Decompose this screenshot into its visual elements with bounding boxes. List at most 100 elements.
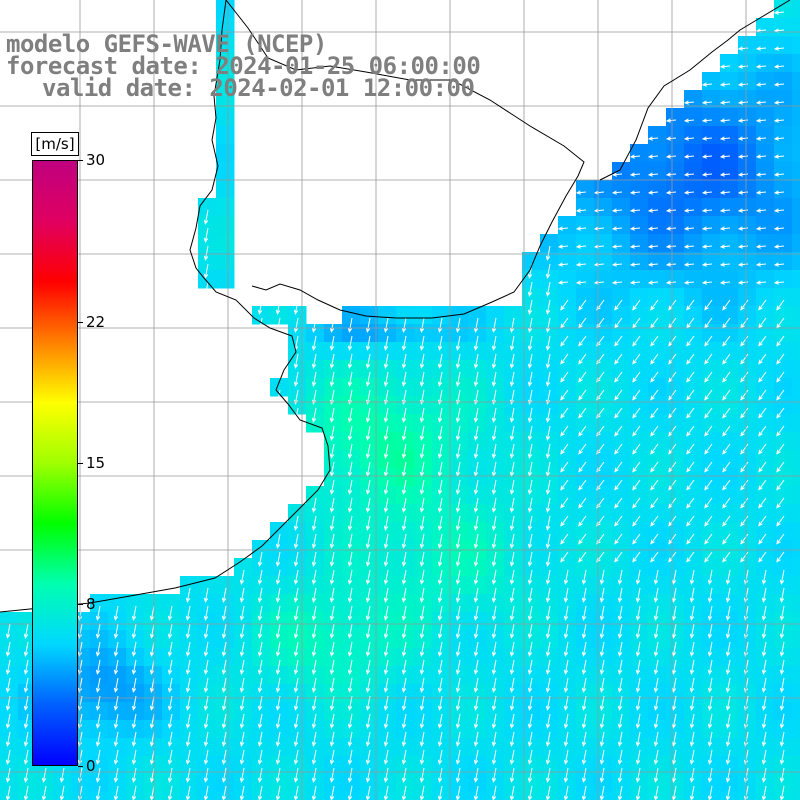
wind-speed-cell (702, 180, 721, 199)
wind-speed-cell (486, 324, 505, 343)
wind-arrow (617, 641, 623, 657)
wind-arrow (293, 317, 299, 333)
wind-arrow (419, 605, 425, 621)
wind-speed-cell (576, 270, 595, 289)
wind-arrow (383, 497, 389, 513)
wind-speed-cell (630, 558, 649, 577)
wind-arrow (257, 659, 263, 675)
wind-arrow (722, 407, 731, 419)
wind-arrow (311, 731, 317, 747)
wind-speed-cell (702, 198, 721, 217)
wind-arrow (239, 569, 245, 585)
wind-arrow (329, 371, 335, 387)
wind-speed-cell (576, 216, 595, 235)
wind-speed-cell (756, 540, 775, 559)
wind-arrow (545, 407, 551, 423)
wind-speed-cell (738, 594, 757, 613)
wind-arrow (737, 118, 749, 123)
wind-speed-cell (396, 576, 415, 595)
wind-speed-cell (468, 720, 487, 739)
wind-speed-cell (378, 792, 397, 800)
wind-speed-cell (648, 612, 667, 631)
wind-arrow (740, 389, 749, 401)
wind-speed-cell (0, 666, 19, 685)
wind-speed-cell (414, 432, 433, 451)
wind-speed-cell (792, 774, 800, 793)
wind-arrow (167, 677, 173, 693)
wind-speed-cell (774, 180, 793, 199)
wind-speed-cell (306, 576, 325, 595)
wind-arrow (779, 677, 785, 693)
wind-arrow (578, 515, 587, 527)
wind-arrow (704, 443, 713, 455)
wind-speed-cell (252, 702, 271, 721)
wind-speed-cell (378, 414, 397, 433)
wind-arrow (95, 713, 101, 729)
wind-speed-cell (558, 594, 577, 613)
wind-arrow (650, 407, 659, 419)
wind-speed-cell (414, 414, 433, 433)
wind-speed-cell (792, 234, 800, 253)
wind-speed-cell (738, 432, 757, 451)
wind-speed-cell (576, 486, 595, 505)
wind-arrow (239, 731, 245, 747)
wind-speed-cell (450, 612, 469, 631)
wind-speed-cell (144, 792, 163, 800)
wind-speed-cell (684, 252, 703, 271)
wind-speed-cell (0, 720, 19, 739)
wind-speed-cell (612, 378, 631, 397)
wind-speed-cell (378, 756, 397, 775)
wind-speed-cell (414, 738, 433, 757)
wind-arrow (581, 713, 587, 729)
wind-speed-cell (144, 738, 163, 757)
wind-arrow (347, 317, 353, 333)
wind-arrow (707, 587, 713, 603)
wind-arrow (668, 443, 677, 455)
wind-speed-cell (774, 396, 793, 415)
wind-speed-cell (630, 792, 649, 800)
wind-arrow (722, 389, 731, 401)
wind-speed-cell (234, 612, 253, 631)
wind-arrow (737, 226, 749, 231)
wind-speed-cell (270, 774, 289, 793)
wind-arrow (707, 731, 713, 747)
wind-speed-cell (54, 774, 73, 793)
wind-speed-cell (396, 612, 415, 631)
wind-arrow (773, 262, 785, 267)
wind-arrow (581, 587, 587, 603)
wind-arrow (599, 641, 605, 657)
wind-arrow (365, 605, 371, 621)
wind-speed-cell (216, 216, 235, 235)
wind-speed-cell (594, 756, 613, 775)
wind-arrow (275, 317, 281, 333)
wind-speed-cell (108, 612, 127, 631)
wind-speed-cell (198, 792, 217, 800)
wind-speed-cell (144, 774, 163, 793)
wind-speed-cell (756, 108, 775, 127)
wind-speed-cell (180, 774, 199, 793)
wind-arrow (719, 244, 731, 249)
wind-speed-cell (774, 594, 793, 613)
wind-arrow (578, 389, 587, 401)
wind-arrow (773, 118, 785, 123)
wind-speed-cell (36, 792, 55, 800)
wind-arrow (755, 226, 767, 231)
wind-speed-cell (684, 594, 703, 613)
wind-speed-cell (486, 486, 505, 505)
wind-speed-cell (792, 324, 800, 343)
wind-speed-cell (792, 108, 800, 127)
wind-arrow (560, 353, 569, 365)
wind-arrow (167, 731, 173, 747)
wind-speed-cell (774, 54, 793, 73)
wind-speed-cell (180, 576, 199, 595)
wind-speed-cell (792, 306, 800, 325)
wind-arrow (437, 677, 443, 693)
wind-speed-cell (792, 36, 800, 55)
wind-speed-cell (612, 738, 631, 757)
wind-arrow (653, 569, 659, 585)
wind-speed-cell (684, 180, 703, 199)
wind-speed-cell (198, 756, 217, 775)
wind-speed-cell (324, 378, 343, 397)
wind-speed-cell (792, 396, 800, 415)
wind-speed-cell (594, 378, 613, 397)
